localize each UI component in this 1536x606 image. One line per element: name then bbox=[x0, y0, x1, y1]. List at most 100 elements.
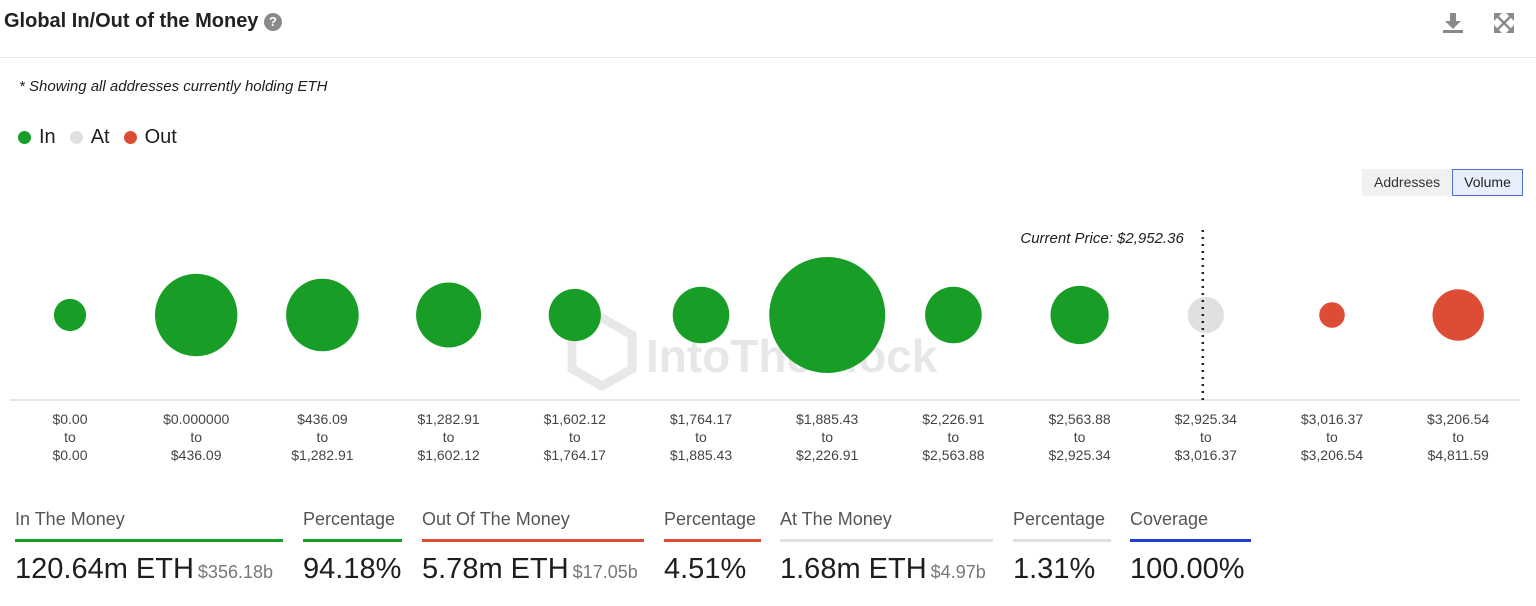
question-icon[interactable]: ? bbox=[264, 13, 282, 31]
bubble-in[interactable] bbox=[1050, 285, 1109, 345]
bubble-in[interactable] bbox=[672, 286, 730, 344]
legend: In At Out bbox=[18, 124, 191, 150]
tick-connector: to bbox=[64, 429, 76, 445]
stat-value: 100.00% bbox=[1130, 553, 1251, 586]
tick-connector: to bbox=[1452, 429, 1464, 445]
current-price-label: Current Price: $2,952.36 bbox=[1020, 230, 1184, 247]
download-icon[interactable] bbox=[1440, 10, 1466, 36]
tick-label: $2,563.88 bbox=[922, 447, 984, 463]
legend-item-out[interactable]: Out bbox=[123, 125, 177, 149]
tick-label: $2,563.88 bbox=[1048, 411, 1110, 427]
stat-main: 4.51% bbox=[664, 553, 747, 585]
stat-out-of-the-money: Out Of The Money 5.78m ETH $17.05b bbox=[422, 500, 644, 600]
bubble-at[interactable] bbox=[1187, 296, 1224, 334]
tick-label: $1,885.43 bbox=[796, 411, 858, 427]
tick-connector: to bbox=[1326, 429, 1338, 445]
legend-label-at: At bbox=[90, 125, 110, 148]
tick-label: $3,206.54 bbox=[1427, 411, 1489, 427]
tick-connector: to bbox=[821, 429, 833, 445]
stat-rule bbox=[15, 539, 283, 542]
stat-value: 1.68m ETH $4.97b bbox=[780, 553, 993, 586]
stat-label: In The Money bbox=[15, 509, 125, 529]
stat-value: 1.31% bbox=[1013, 553, 1111, 586]
bubble-out[interactable] bbox=[1432, 289, 1484, 341]
page-title: Global In/Out of the Money bbox=[4, 10, 259, 32]
tick-label: $436.09 bbox=[297, 411, 348, 427]
stat-label: Out Of The Money bbox=[422, 509, 570, 529]
tick-connector: to bbox=[1200, 429, 1212, 445]
tick-connector: to bbox=[190, 429, 202, 445]
stat-rule bbox=[780, 539, 993, 542]
stat-label: Percentage bbox=[303, 509, 396, 529]
tick-connector: to bbox=[695, 429, 707, 445]
tick-label: $3,206.54 bbox=[1301, 447, 1363, 463]
tick-label: $0.00 bbox=[52, 447, 87, 463]
bubble-in[interactable] bbox=[286, 278, 359, 352]
bubble-in[interactable] bbox=[925, 286, 982, 344]
stat-label: Percentage bbox=[664, 509, 757, 529]
stat-main: 120.64m ETH bbox=[15, 553, 194, 585]
bubble-in[interactable] bbox=[416, 282, 482, 348]
legend-dot-at bbox=[69, 130, 83, 144]
expand-icon[interactable] bbox=[1491, 10, 1517, 36]
tick-label: $0.00 bbox=[52, 411, 87, 427]
stat-at-the-money: At The Money 1.68m ETH $4.97b bbox=[780, 500, 993, 600]
bubble-out[interactable] bbox=[1319, 302, 1345, 328]
stat-at-percentage: Percentage 1.31% bbox=[1013, 500, 1111, 600]
stats-row: In The Money 120.64m ETH $356.18b Percent… bbox=[0, 500, 1536, 606]
tick-label: $1,282.91 bbox=[417, 411, 479, 427]
bubble-in[interactable] bbox=[53, 298, 87, 332]
tick-label: $3,016.37 bbox=[1175, 447, 1237, 463]
stat-coverage: Coverage 100.00% bbox=[1130, 500, 1251, 600]
tick-connector: to bbox=[443, 429, 455, 445]
legend-label-out: Out bbox=[144, 125, 177, 148]
stat-main: 100.00% bbox=[1130, 553, 1245, 585]
stat-sub: $4.97b bbox=[930, 562, 986, 582]
stat-value: 120.64m ETH $356.18b bbox=[15, 553, 283, 586]
stat-sub: $356.18b bbox=[197, 562, 273, 582]
stat-main: 5.78m ETH bbox=[422, 553, 569, 585]
stat-rule bbox=[664, 539, 761, 542]
legend-label-in: In bbox=[39, 125, 56, 148]
tick-label: $1,602.12 bbox=[417, 447, 479, 463]
tick-label: $1,764.17 bbox=[544, 447, 606, 463]
stat-out-percentage: Percentage 4.51% bbox=[664, 500, 761, 600]
stat-main: 94.18% bbox=[303, 553, 402, 585]
legend-item-at[interactable]: At bbox=[69, 125, 110, 149]
bubble-chart: IntoTheBlock$0.00to$0.00$0.000000to$436.… bbox=[10, 230, 1520, 463]
tick-label: $1,602.12 bbox=[544, 411, 606, 427]
tick-label: $1,764.17 bbox=[670, 411, 732, 427]
tick-label: $3,016.37 bbox=[1301, 411, 1363, 427]
stat-rule bbox=[303, 539, 402, 542]
stat-in-percentage: Percentage 94.18% bbox=[303, 500, 402, 600]
stat-label: Percentage bbox=[1013, 509, 1106, 529]
legend-item-in[interactable]: In bbox=[18, 126, 56, 149]
tick-label: $4,811.59 bbox=[1428, 447, 1489, 463]
volume-button[interactable]: Volume bbox=[1452, 169, 1523, 196]
stat-main: 1.31% bbox=[1013, 553, 1096, 585]
stat-label: At The Money bbox=[780, 509, 892, 529]
stat-in-the-money: In The Money 120.64m ETH $356.18b bbox=[15, 500, 283, 600]
tick-label: $2,226.91 bbox=[922, 411, 984, 427]
tick-label: $436.09 bbox=[171, 447, 222, 463]
stat-value: 5.78m ETH $17.05b bbox=[422, 553, 644, 586]
tick-label: $2,925.34 bbox=[1048, 447, 1110, 463]
bubble-in[interactable] bbox=[155, 273, 238, 357]
tick-connector: to bbox=[948, 429, 960, 445]
tick-connector: to bbox=[1074, 429, 1086, 445]
bubble-in[interactable] bbox=[769, 257, 886, 373]
holding-note: * Showing all addresses currently holdin… bbox=[19, 78, 328, 95]
stat-main: 1.68m ETH bbox=[780, 553, 927, 585]
stat-rule bbox=[1013, 539, 1111, 542]
tick-label: $2,226.91 bbox=[796, 447, 858, 463]
stat-value: 4.51% bbox=[664, 553, 761, 586]
bubble-in[interactable] bbox=[548, 288, 601, 342]
legend-dot-out bbox=[123, 130, 137, 144]
addresses-button[interactable]: Addresses bbox=[1362, 169, 1453, 196]
tick-label: $2,925.34 bbox=[1175, 411, 1237, 427]
tick-label: $1,282.91 bbox=[291, 447, 353, 463]
stat-value: 94.18% bbox=[303, 553, 402, 586]
chart-header: Global In/Out of the Money ? bbox=[0, 0, 1536, 58]
stat-rule bbox=[422, 539, 644, 542]
measure-toggle: Addresses Volume bbox=[1362, 169, 1523, 196]
